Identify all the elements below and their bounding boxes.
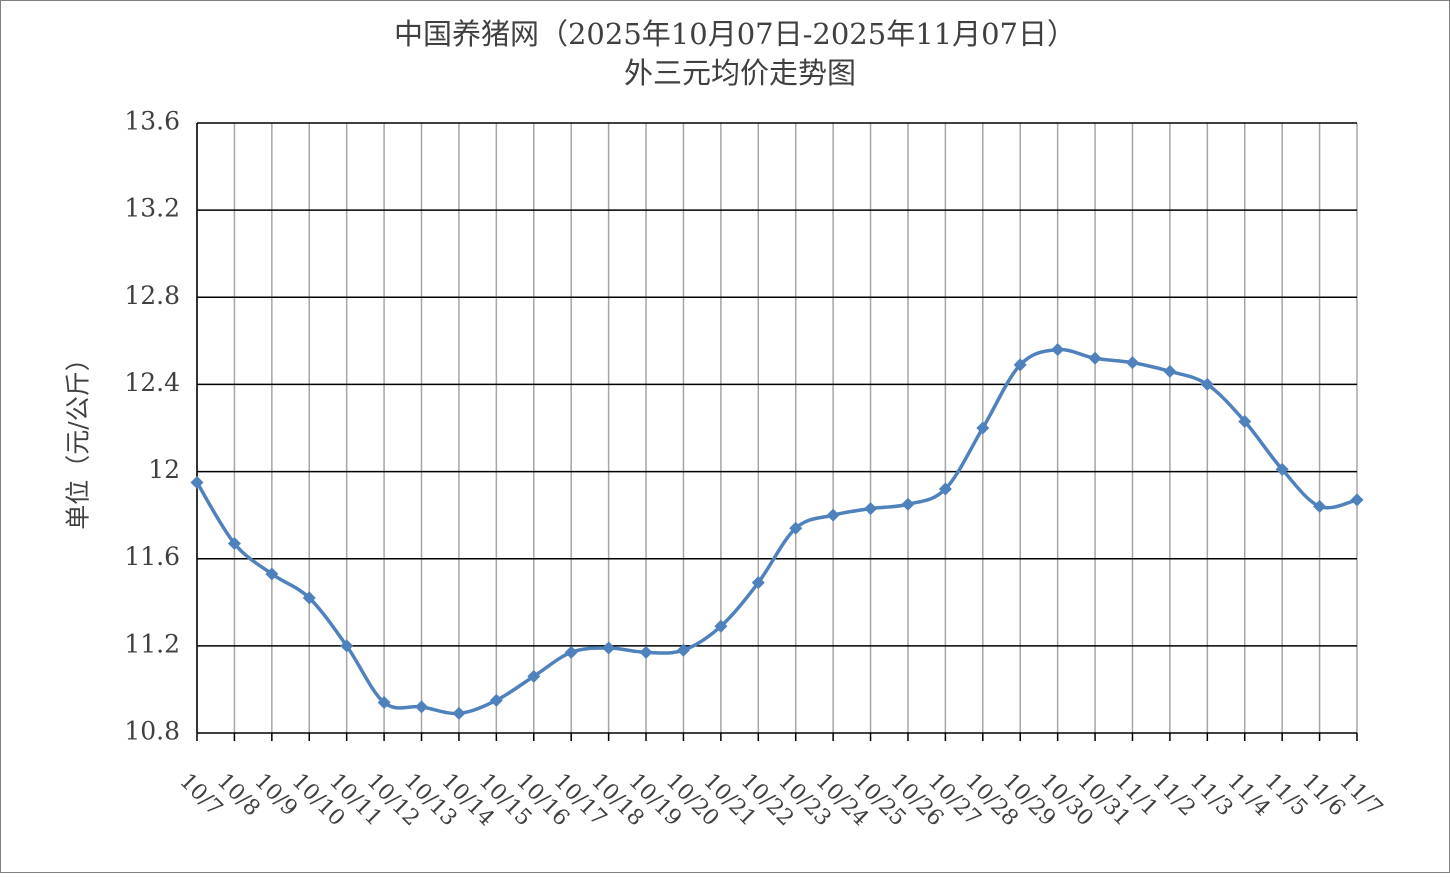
data-point [602, 641, 616, 655]
data-point [1313, 499, 1327, 513]
data-point [751, 576, 765, 590]
data-point [901, 497, 915, 511]
data-point [1350, 493, 1364, 507]
data-point [639, 645, 653, 659]
y-tick-label: 13.2 [124, 194, 180, 223]
data-point [265, 567, 279, 581]
data-point [1275, 462, 1289, 476]
data-point [938, 482, 952, 496]
y-tick-label: 13.6 [124, 107, 180, 136]
y-tick-label: 12.8 [124, 281, 180, 310]
data-point [789, 521, 803, 535]
y-tick-label: 11.2 [124, 629, 180, 658]
data-point [976, 421, 990, 435]
chart-title: 中国养猪网（2025年10月07日-2025年11月07日） [394, 17, 1076, 51]
y-tick-label: 10.8 [124, 717, 180, 746]
data-point [714, 619, 728, 633]
data-point [190, 475, 204, 489]
data-point [1163, 364, 1177, 378]
data-point [527, 669, 541, 683]
y-tick-label: 12 [148, 455, 180, 484]
data-point [302, 591, 316, 605]
y-axis-label: 单位（元/公斤） [64, 346, 93, 529]
y-tick-label: 11.6 [124, 542, 180, 571]
data-point [415, 700, 429, 714]
data-point [864, 502, 878, 516]
data-point [489, 693, 503, 707]
data-point [564, 645, 578, 659]
data-point [826, 508, 840, 522]
data-point [1200, 377, 1214, 391]
data-point [1125, 356, 1139, 370]
data-point [227, 536, 241, 550]
data-point [1088, 351, 1102, 365]
data-point [452, 706, 466, 720]
chart-subtitle: 外三元均价走势图 [624, 56, 856, 90]
y-tick-label: 12.4 [124, 368, 180, 397]
data-point [1013, 358, 1027, 372]
data-point [676, 643, 690, 657]
data-point [377, 696, 391, 709]
data-point [340, 639, 354, 653]
data-point [1051, 343, 1065, 357]
data-point [1238, 414, 1252, 428]
